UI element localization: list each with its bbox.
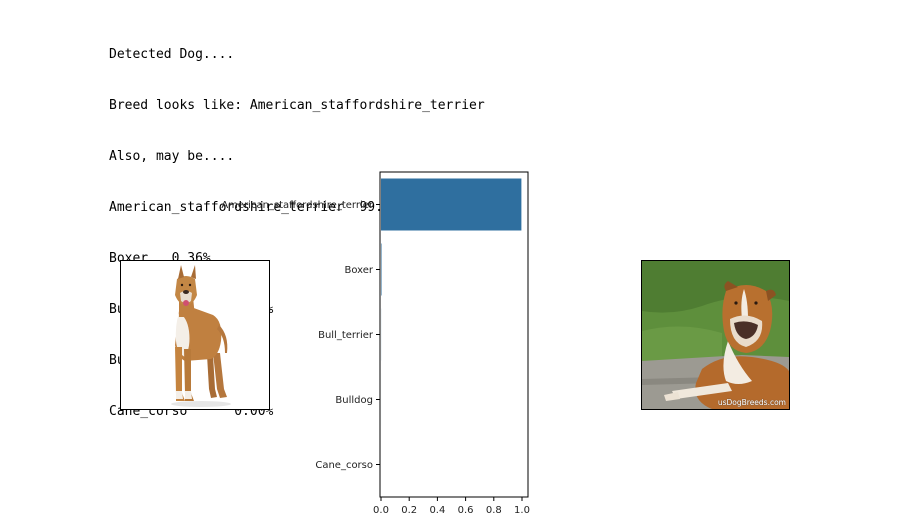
x-tick-label: 0.0 — [373, 505, 389, 516]
output-line-breed: Breed looks like: American_staffordshire… — [109, 98, 485, 113]
output-line-also: Also, may be.... — [109, 149, 235, 164]
chart-axes-frame — [379, 171, 529, 498]
chart-category-labels: American_staffordshire_terrier Boxer Bull_… — [221, 200, 380, 471]
query-dog-image — [120, 260, 270, 410]
x-tick-label: 1.0 — [514, 505, 530, 516]
bar-boxer — [381, 243, 382, 296]
matched-breed-image: usDogBreeds.com — [641, 260, 790, 410]
lying-dog-icon — [642, 261, 789, 409]
chart-bars-group — [381, 178, 522, 426]
image-watermark: usDogBreeds.com — [717, 398, 786, 407]
bar-american-staffordshire-terrier — [381, 178, 522, 231]
category-label: Bull_terrier — [318, 330, 374, 341]
x-tick-label: 0.6 — [458, 505, 474, 516]
x-tick-label: 0.8 — [486, 505, 502, 516]
category-label: American_staffordshire_terrier — [221, 200, 374, 211]
x-tick-label: 0.4 — [429, 505, 445, 516]
chart-x-ticks: 0.0 0.2 0.4 0.6 0.8 1.0 — [373, 497, 530, 516]
category-label: Bulldog — [335, 395, 373, 406]
category-label: Cane_corso — [315, 460, 373, 471]
category-label: Boxer — [344, 265, 373, 276]
output-line-detected: Detected Dog.... — [109, 47, 235, 62]
standing-dog-icon — [121, 261, 269, 409]
x-tick-label: 0.2 — [401, 505, 417, 516]
